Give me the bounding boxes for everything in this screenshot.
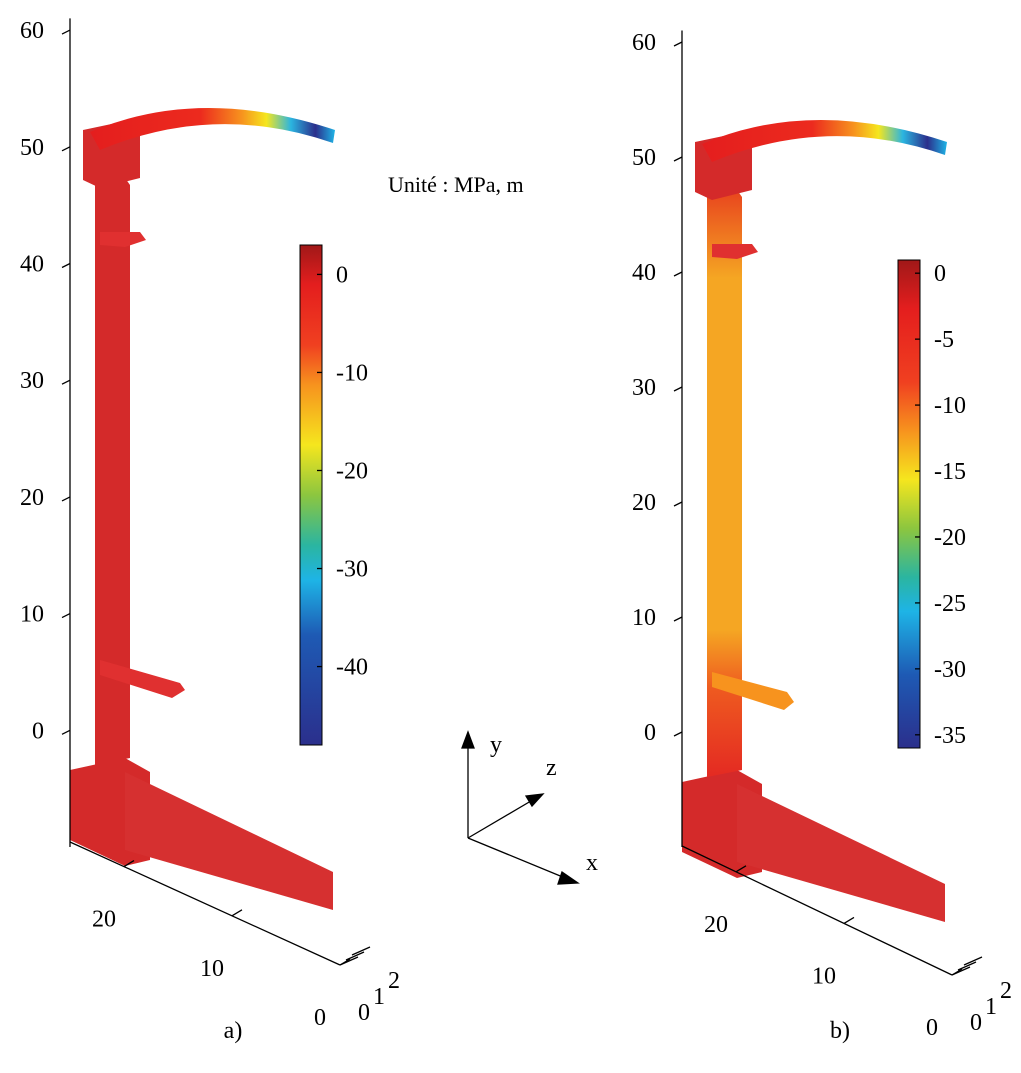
tick-mark [61,146,71,152]
structure-b [682,119,947,922]
y-tick-label: 10 [632,605,656,631]
x-tick-label: 1 [373,984,385,1010]
tick-mark [957,961,977,971]
y-tick-label: 60 [632,30,656,56]
colorbar-tick-label: -10 [336,360,368,386]
z-tick-label: 0 [314,1005,326,1031]
colorbar-tick-label: -10 [934,393,966,419]
x-tick-label: 2 [1000,978,1012,1004]
tick-mark [345,951,365,961]
y-tick-label: 30 [20,368,44,394]
colorbar-tick-label: -30 [934,657,966,683]
x-tick-label: 0 [358,1000,370,1026]
y-tick-label: 40 [632,260,656,286]
y-tick-label: 0 [644,720,656,746]
y-tick-label: 30 [632,375,656,401]
colorbar-tick-label: 0 [336,262,348,288]
tick-mark [673,271,683,277]
panel-label: a) [224,1018,243,1044]
z-tick-label: 20 [704,912,728,938]
colorbar-tick-label: -30 [336,557,368,583]
x-tick-label: 2 [388,968,400,994]
tick-mark [843,916,855,924]
colorbar [299,244,323,746]
tick-mark [61,262,71,269]
tick-mark [673,731,683,737]
y-tick-label: 10 [20,602,44,628]
colorbar-tick-label: -5 [934,327,954,353]
tick-mark [61,379,71,385]
x-tick-label: 1 [985,994,997,1020]
tick-mark [951,966,971,976]
annotation: Unité : MPa, m [388,172,524,197]
colorbar-tick-label: 0 [934,261,946,287]
y-tick-label: 0 [32,718,44,744]
z-tick-label: 10 [812,963,836,989]
tick-mark [963,956,983,966]
tick-mark [351,946,371,956]
colorbar-tick-label: -15 [934,459,966,485]
tick-mark [673,501,683,507]
z-tick-label: 10 [200,956,224,982]
y-tick-label: 20 [20,485,44,511]
y-tick-label: 50 [632,145,656,171]
colorbar-tick-label: -20 [934,525,966,551]
colorbar [897,259,921,749]
panel-label: b) [830,1018,850,1044]
y-tick-label: 50 [20,135,44,161]
x-tick-label: 0 [970,1010,982,1036]
tick-mark [231,909,243,917]
depth-axis [69,841,341,966]
tick-mark [673,156,683,162]
tick-mark [735,865,747,873]
tick-mark [673,41,683,47]
structure-a [70,107,335,910]
depth-axis [681,845,953,976]
tick-mark [61,613,71,619]
triad-x-label: x [586,850,598,876]
colorbar-tick-label: -35 [934,723,966,749]
triad-z-label: z [546,755,557,781]
tick-mark [339,956,359,966]
colorbar-tick-label: -40 [336,655,368,681]
tick-mark [673,386,683,392]
axis-triad [461,730,580,885]
colorbar-tick-label: -25 [934,591,966,617]
z-tick-label: 20 [92,907,116,933]
triad-y-label: y [490,732,502,758]
z-tick-label: 0 [926,1015,938,1041]
tick-mark [673,616,683,622]
tick-mark [61,496,71,502]
y-tick-label: 60 [20,18,44,44]
tick-mark [61,29,71,35]
y-tick-label: 20 [632,490,656,516]
tick-mark [61,729,71,735]
tick-mark [123,860,135,868]
colorbar-tick-label: -20 [336,458,368,484]
y-tick-label: 40 [20,252,44,278]
